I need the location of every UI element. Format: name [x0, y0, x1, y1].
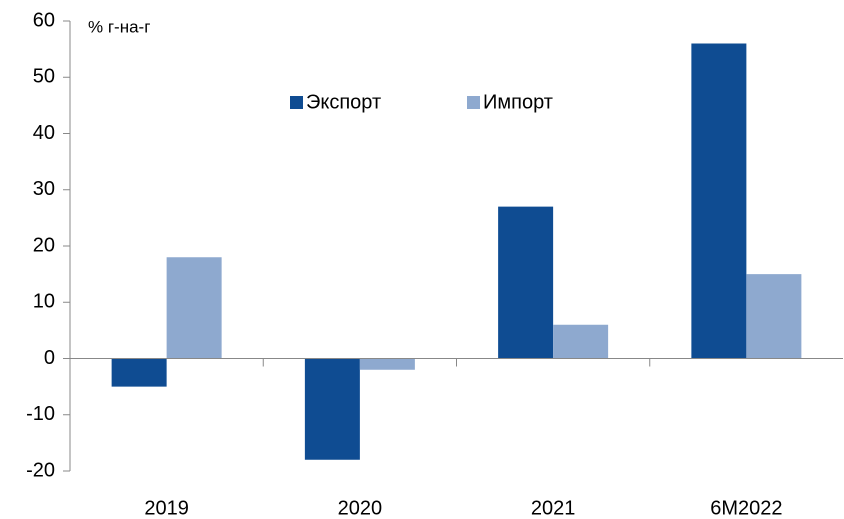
legend-swatch	[290, 96, 303, 109]
x-tick-label: 2019	[144, 497, 189, 519]
y-tick-label: 60	[33, 9, 55, 31]
y-tick-label: 10	[33, 291, 55, 313]
bar	[553, 324, 609, 359]
axis-unit-label: % г-на-г	[88, 17, 150, 36]
x-tick-label: 2021	[531, 497, 576, 519]
x-tick-label: 2020	[338, 497, 383, 519]
bar	[359, 358, 415, 370]
bar	[691, 43, 747, 359]
bar	[498, 206, 554, 359]
y-tick-label: 0	[44, 347, 55, 369]
legend-label: Импорт	[483, 91, 553, 113]
bar	[304, 358, 360, 460]
y-tick-label: 40	[33, 122, 55, 144]
bar	[111, 358, 167, 387]
bar	[166, 257, 222, 359]
x-tick-label: 6M2022	[710, 497, 782, 519]
legend-label: Экспорт	[306, 91, 381, 113]
legend-swatch	[467, 96, 480, 109]
y-tick-label: -10	[26, 403, 55, 425]
y-tick-label: 50	[33, 66, 55, 88]
y-tick-label: -20	[26, 459, 55, 481]
y-tick-label: 20	[33, 234, 55, 256]
y-tick-label: 30	[33, 178, 55, 200]
bar	[746, 274, 802, 359]
